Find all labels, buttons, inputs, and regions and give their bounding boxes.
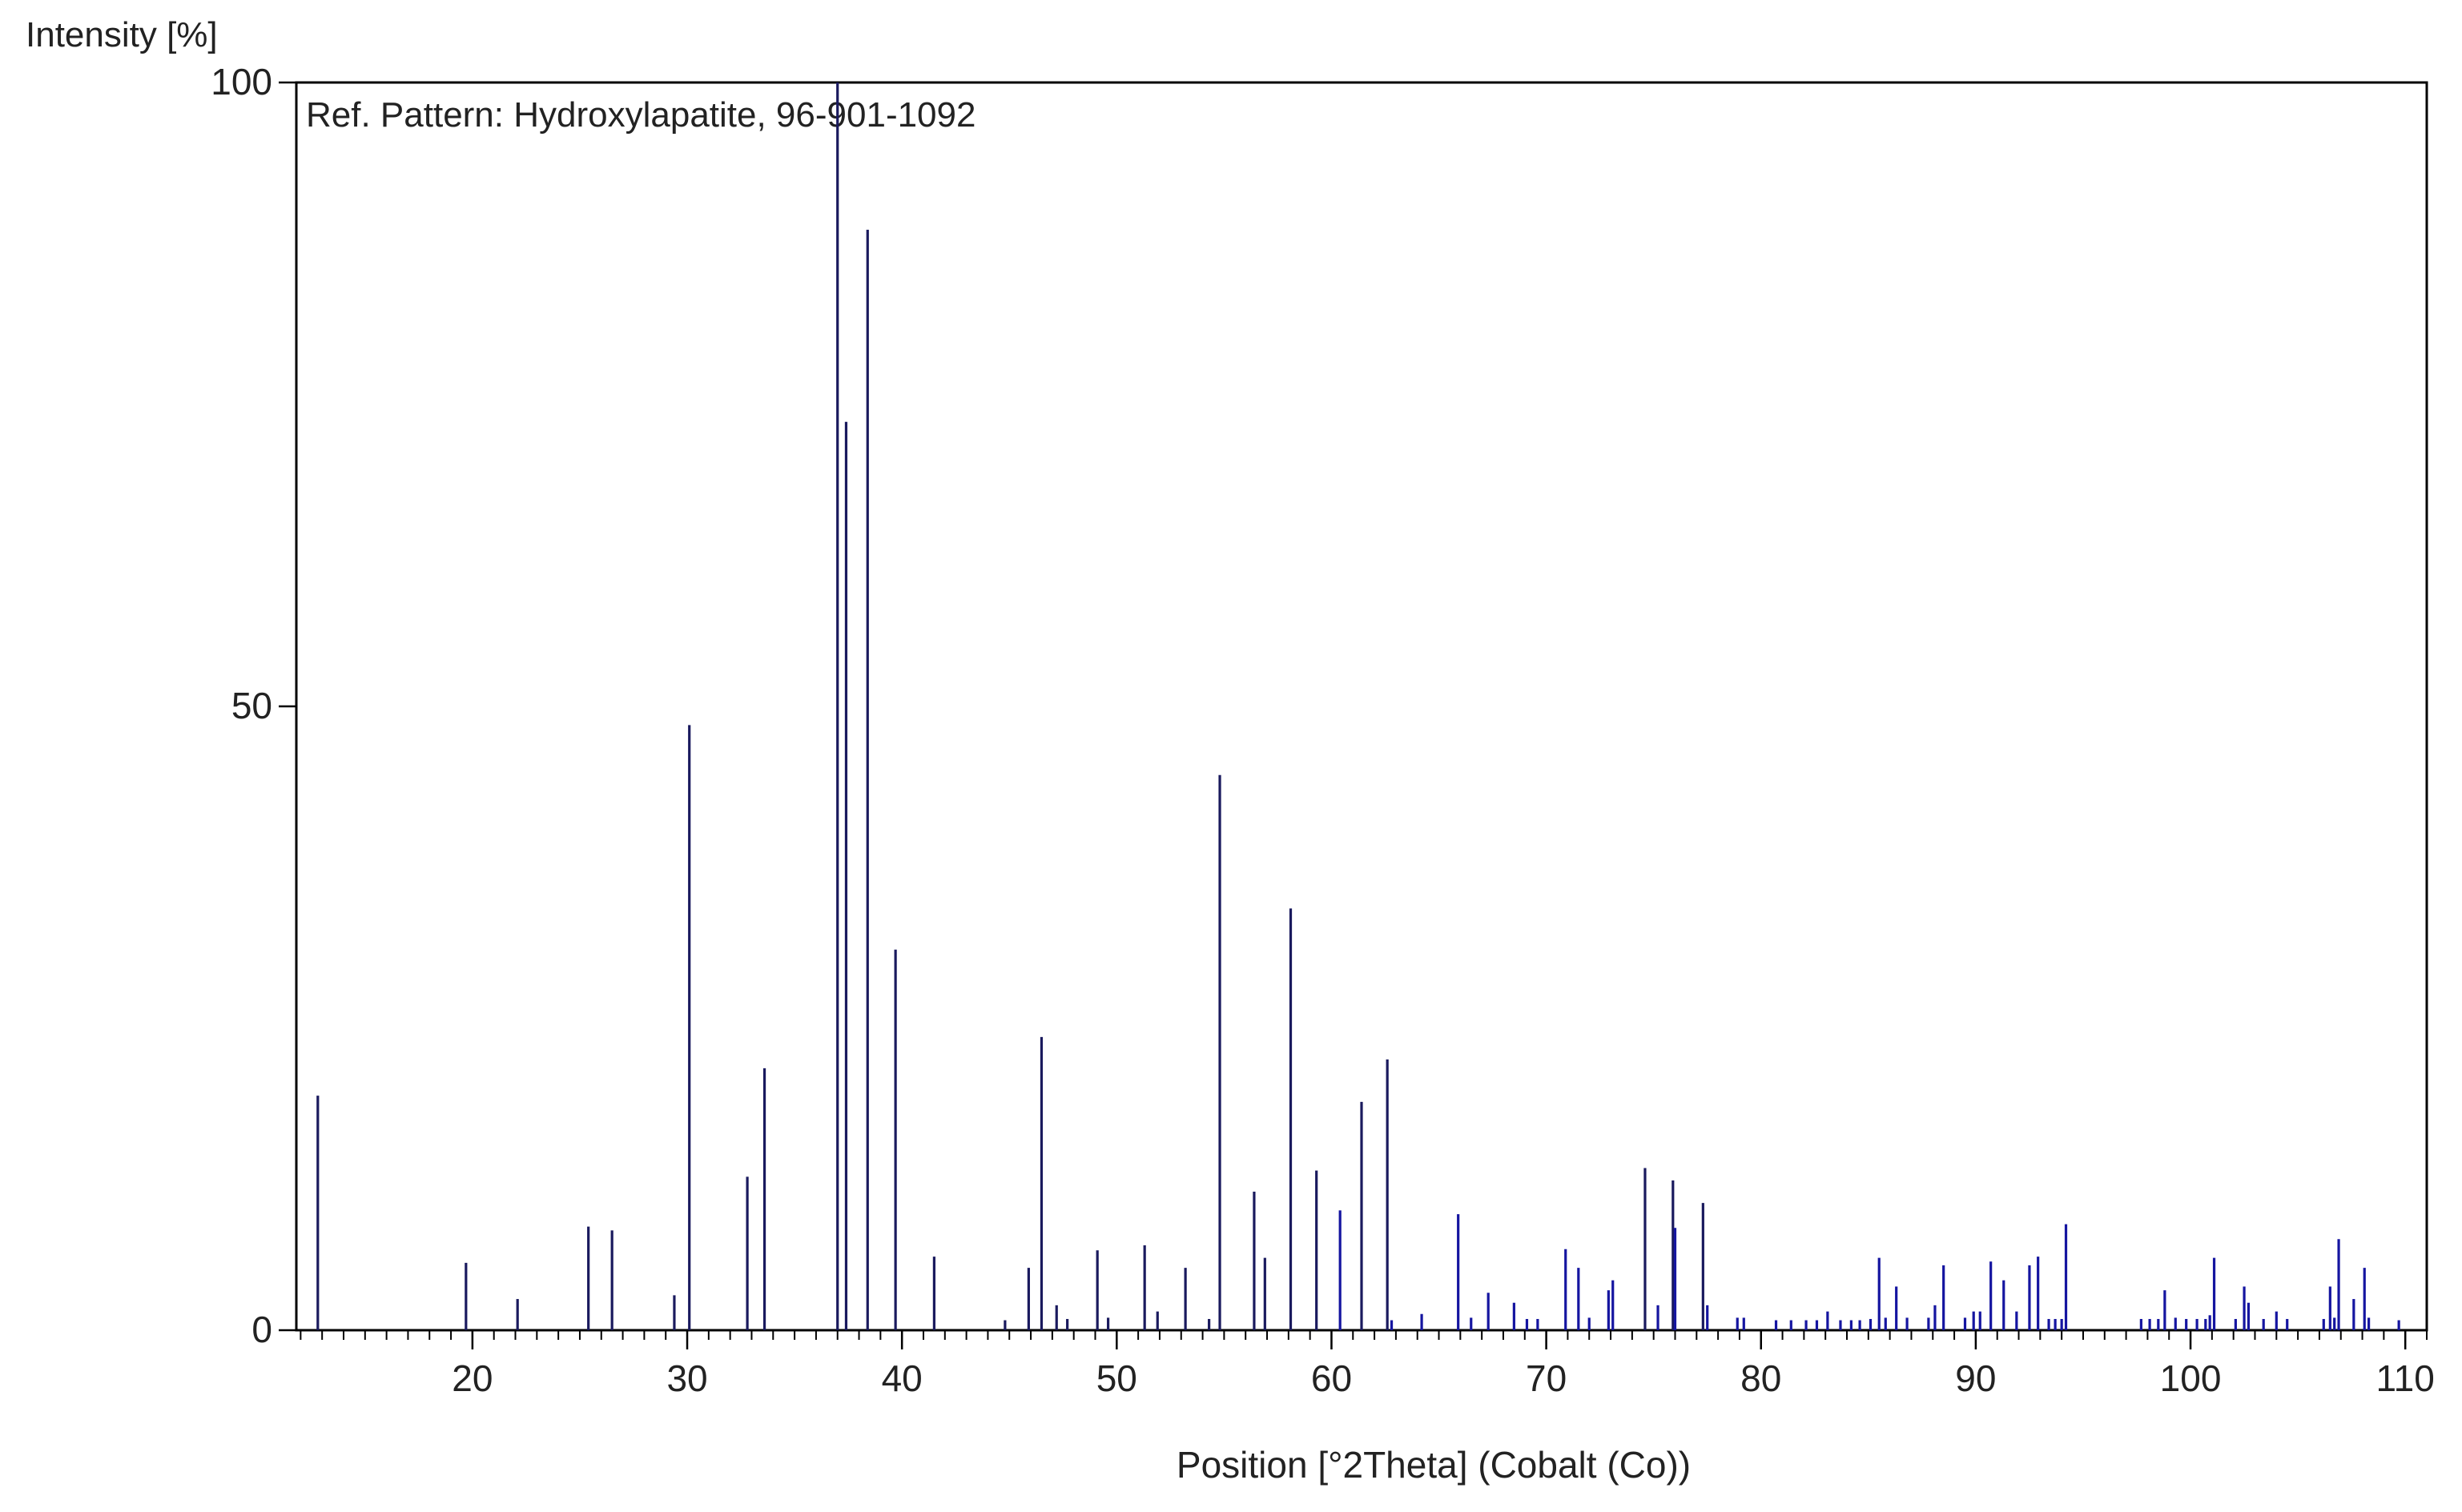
x-tick-label: 90 xyxy=(1955,1357,1996,1399)
y-tick-label: 0 xyxy=(251,1309,272,1350)
x-tick-label: 60 xyxy=(1311,1357,1352,1399)
x-tick-label: 80 xyxy=(1740,1357,1781,1399)
peak-bars xyxy=(316,82,2400,1330)
x-axis-label: Position [°2Theta] (Cobalt (Co)) xyxy=(1177,1444,1691,1486)
x-tick-label: 100 xyxy=(2160,1357,2222,1399)
x-tick-label: 50 xyxy=(1096,1357,1137,1399)
ref-pattern-annotation: Ref. Pattern: Hydroxylapatite, 96-901-10… xyxy=(306,95,976,135)
x-tick-label: 20 xyxy=(452,1357,493,1399)
y-axis-label: Intensity [%] xyxy=(26,15,218,54)
y-tick-label: 50 xyxy=(231,685,272,726)
x-axis-ticks: 20 30 40 50 60 70 80 90 100 110 xyxy=(452,1330,2435,1399)
x-tick-label: 110 xyxy=(2376,1357,2435,1399)
x-tick-label: 70 xyxy=(1526,1357,1567,1399)
x-tick-label: 30 xyxy=(666,1357,707,1399)
x-tick-label: 40 xyxy=(882,1357,923,1399)
y-tick-label: 100 xyxy=(211,61,272,103)
y-axis-ticks: 0 50 100 xyxy=(211,61,296,1350)
